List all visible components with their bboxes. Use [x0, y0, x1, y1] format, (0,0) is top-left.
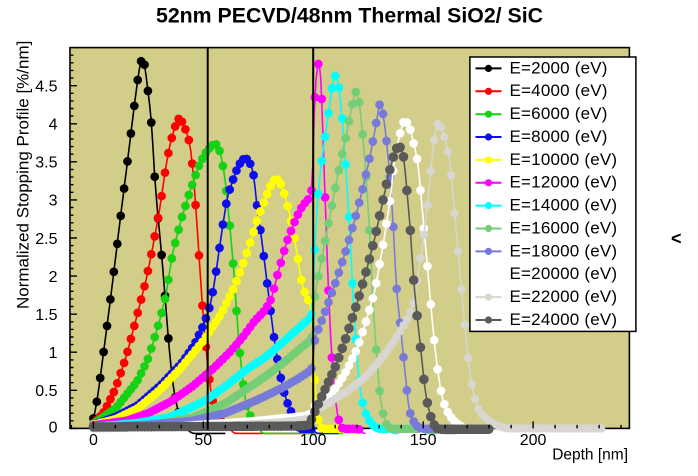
svg-text:4.5: 4.5 [35, 79, 57, 96]
svg-text:<: < [671, 229, 682, 249]
svg-text:0: 0 [89, 432, 98, 449]
svg-text:E=22000 (eV): E=22000 (eV) [510, 287, 618, 306]
svg-text:E=20000 (eV): E=20000 (eV) [510, 264, 618, 283]
svg-text:1: 1 [49, 345, 58, 362]
svg-text:E=6000 (eV): E=6000 (eV) [510, 104, 608, 123]
svg-text:3.5: 3.5 [35, 155, 57, 172]
svg-text:E=12000 (eV): E=12000 (eV) [510, 173, 618, 192]
svg-text:E=14000 (eV): E=14000 (eV) [510, 196, 618, 215]
svg-text:Depth [nm]: Depth [nm] [552, 447, 628, 464]
svg-text:0.5: 0.5 [35, 383, 57, 400]
svg-text:E=4000 (eV): E=4000 (eV) [510, 81, 608, 100]
svg-text:150: 150 [410, 432, 437, 449]
svg-text:E=2000 (eV): E=2000 (eV) [510, 58, 608, 77]
svg-text:Normalized Stopping Profile [%: Normalized Stopping Profile [%/nm] [14, 41, 33, 309]
svg-text:E=8000 (eV): E=8000 (eV) [510, 127, 608, 146]
svg-text:E=16000 (eV): E=16000 (eV) [510, 218, 618, 237]
svg-text:52nm PECVD/48nm Thermal SiO2/: 52nm PECVD/48nm Thermal SiO2/ SiC [156, 4, 543, 28]
svg-text:100: 100 [300, 432, 327, 449]
svg-text:E=10000 (eV): E=10000 (eV) [510, 150, 618, 169]
svg-text:2.5: 2.5 [35, 231, 57, 248]
svg-text:50: 50 [194, 432, 212, 449]
svg-text:4: 4 [49, 117, 58, 134]
svg-text:1.5: 1.5 [35, 307, 57, 324]
svg-text:E=18000 (eV): E=18000 (eV) [510, 241, 618, 260]
svg-text:200: 200 [520, 432, 547, 449]
svg-text:E=24000 (eV): E=24000 (eV) [510, 310, 618, 329]
svg-text:2: 2 [49, 269, 58, 286]
svg-text:3: 3 [49, 193, 58, 210]
svg-text:0: 0 [49, 420, 58, 437]
